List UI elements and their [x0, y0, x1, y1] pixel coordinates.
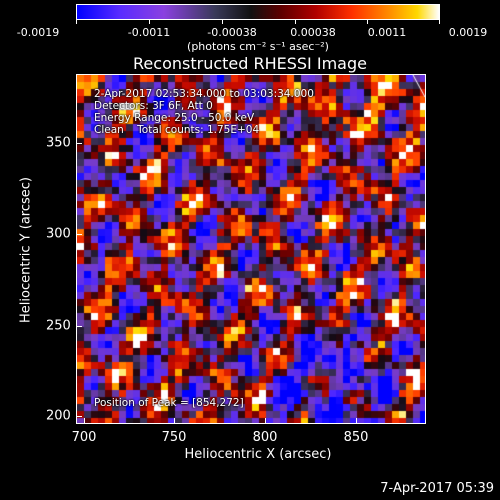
x-tick-mark: [265, 418, 266, 424]
x-tick-mark: [84, 418, 85, 424]
x-tick-label: 850: [343, 430, 369, 445]
colorbar-tick-mark: [367, 20, 368, 24]
colorbar-tick-label: 0.0011: [367, 26, 407, 39]
colorbar-unit-label: (photons cm⁻² s⁻¹ asec⁻²): [187, 40, 329, 53]
y-tick-label: 300: [46, 226, 71, 242]
x-tick-label: 700: [71, 430, 97, 445]
colorbar-tick-mark: [439, 20, 440, 24]
colorbar-tick-mark: [295, 20, 296, 24]
peak-position-text: Position of Peak = [854,272]: [94, 397, 244, 409]
colorbar-tick-mark: [76, 20, 77, 24]
energy-range-text: Energy Range: 25.0 - 50.0 keV: [94, 112, 255, 124]
colorbar-tick-label: -0.0011: [127, 26, 171, 39]
y-tick-mark: [76, 326, 82, 327]
colorbar-tick-label: 0.00038: [290, 26, 336, 39]
x-axis-label: Heliocentric X (arcsec): [184, 447, 332, 462]
y-tick-label: 350: [46, 135, 71, 151]
colorbar-tick-label: -0.0019: [16, 26, 60, 39]
x-tick-mark: [174, 418, 175, 424]
rhessi-heatmap: [77, 75, 425, 423]
x-tick-mark: [356, 418, 357, 424]
colorbar-tick-label: 0.0019: [448, 26, 488, 39]
image-title: Reconstructed RHESSI Image: [133, 54, 367, 73]
time-range-text: 2-Apr-2017 02:53:34.000 to 03:03:34.000: [94, 88, 314, 100]
generation-timestamp: 7-Apr-2017 05:39: [380, 481, 494, 496]
colorbar: [76, 4, 440, 20]
colorbar-tick-mark: [149, 20, 150, 24]
detectors-text: Detectors: 3F 6F, Att 0: [94, 100, 213, 112]
y-tick-mark: [76, 143, 82, 144]
y-tick-mark: [76, 416, 82, 417]
y-tick-label: 250: [46, 318, 71, 334]
x-tick-label: 750: [161, 430, 187, 445]
colorbar-tick-mark: [222, 20, 223, 24]
rhessi-image-plot: [76, 74, 426, 424]
clean-info-text: Clean Total counts: 1.75E+04: [94, 124, 260, 136]
colorbar-tick-label: -0.00038: [207, 26, 257, 39]
y-axis-label: Heliocentric Y (arcsec): [18, 177, 34, 323]
y-tick-label: 200: [46, 408, 71, 424]
x-tick-label: 800: [252, 430, 278, 445]
y-tick-mark: [76, 234, 82, 235]
